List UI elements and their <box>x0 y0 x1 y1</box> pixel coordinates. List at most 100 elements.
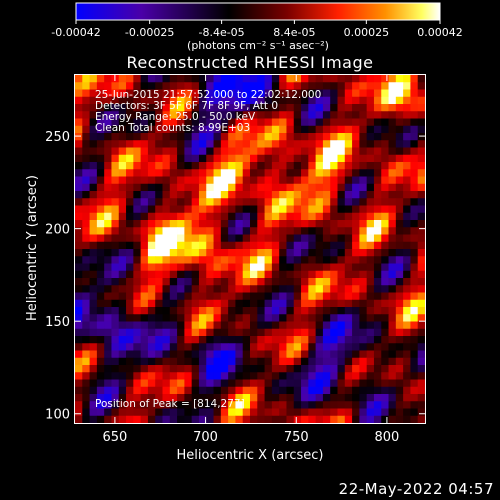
heatmap-cell <box>381 263 389 272</box>
heatmap-cell <box>395 82 404 90</box>
heatmap-cell <box>133 365 142 373</box>
heatmap-cell <box>82 328 90 337</box>
heatmap-cell <box>220 336 229 344</box>
heatmap-cell <box>235 140 244 148</box>
heatmap-cell <box>96 249 105 257</box>
heatmap-cell <box>417 241 426 250</box>
heatmap-cell <box>308 270 317 279</box>
heatmap-cell <box>133 401 142 409</box>
heatmap-cell <box>301 162 309 170</box>
heatmap-cell <box>140 278 149 286</box>
heatmap-cell <box>373 321 382 330</box>
heatmap-cell <box>198 147 207 156</box>
heatmap-cell <box>344 154 353 163</box>
heatmap-cell <box>264 133 273 141</box>
heatmap-cell <box>75 227 83 235</box>
heatmap-cell <box>257 372 265 380</box>
heatmap-cell <box>75 270 83 279</box>
heatmap-cell <box>118 365 127 373</box>
heatmap-cell <box>147 220 156 228</box>
heatmap-cell <box>82 357 90 366</box>
heatmap-cell <box>250 169 258 177</box>
heatmap-cell <box>286 263 295 272</box>
heatmap-cell <box>155 379 163 388</box>
heatmap-cell <box>286 176 295 185</box>
heatmap-cell <box>301 386 309 395</box>
heatmap-cell <box>104 169 112 177</box>
heatmap-cell <box>257 154 265 163</box>
heatmap-cell <box>89 256 98 264</box>
heatmap-cell <box>133 372 142 380</box>
heatmap-cell <box>140 241 149 250</box>
heatmap-cell <box>104 285 112 293</box>
heatmap-cell <box>133 162 142 170</box>
heatmap-cell <box>359 191 368 199</box>
heatmap-cell <box>140 256 149 264</box>
heatmap-cell <box>213 270 222 279</box>
heatmap-cell <box>381 198 389 206</box>
heatmap-cell <box>293 314 302 322</box>
heatmap-cell <box>177 343 185 351</box>
heatmap-cell <box>118 292 127 301</box>
heatmap-cell <box>264 183 273 192</box>
heatmap-cell <box>322 241 331 250</box>
heatmap-cell <box>155 191 163 199</box>
heatmap-cell <box>373 147 382 156</box>
heatmap-cell <box>344 357 353 366</box>
heatmap-cell <box>279 169 287 177</box>
heatmap-cell <box>359 292 368 301</box>
heatmap-cell <box>301 212 309 221</box>
heatmap-cell <box>118 343 127 351</box>
heatmap-cell <box>337 292 346 301</box>
heatmap-cell <box>271 386 280 395</box>
heatmap-cell <box>257 278 265 286</box>
heatmap-cell <box>359 183 368 192</box>
heatmap-cell <box>126 220 134 228</box>
heatmap-cell <box>126 270 134 279</box>
heatmap-cell <box>264 198 273 206</box>
heatmap-cell <box>177 140 185 148</box>
heatmap <box>75 75 426 424</box>
heatmap-cell <box>242 408 251 417</box>
heatmap-cell <box>352 140 360 148</box>
heatmap-cell <box>126 241 134 250</box>
heatmap-cell <box>352 75 360 83</box>
heatmap-cell <box>96 220 105 228</box>
heatmap-cell <box>344 249 353 257</box>
heatmap-cell <box>381 75 389 83</box>
heatmap-cell <box>147 278 156 286</box>
heatmap-cell <box>315 379 324 388</box>
heatmap-cell <box>410 234 419 243</box>
heatmap-cell <box>417 220 426 228</box>
heatmap-cell <box>147 205 156 214</box>
heatmap-cell <box>118 256 127 264</box>
heatmap-cell <box>395 169 404 177</box>
heatmap-cell <box>344 227 353 235</box>
heatmap-cell <box>410 154 419 163</box>
heatmap-cell <box>177 328 185 337</box>
heatmap-cell <box>271 314 280 322</box>
heatmap-cell <box>359 249 368 257</box>
heatmap-cell <box>330 96 338 105</box>
heatmap-cell <box>82 270 90 279</box>
heatmap-cell <box>301 379 309 388</box>
heatmap-cell <box>301 394 309 402</box>
heatmap-cell <box>118 270 127 279</box>
heatmap-cell <box>89 299 98 308</box>
heatmap-cell <box>206 307 214 315</box>
heatmap-cell <box>169 372 178 380</box>
heatmap-cell <box>264 220 273 228</box>
heatmap-cell <box>381 241 389 250</box>
heatmap-cell <box>286 241 295 250</box>
heatmap-cell <box>330 118 338 127</box>
heatmap-cell <box>104 256 112 264</box>
colorbar-tick-label: -0.00042 <box>51 26 100 39</box>
heatmap-cell <box>89 379 98 388</box>
heatmap-cell <box>235 263 244 272</box>
heatmap-cell <box>191 140 200 148</box>
heatmap-cell <box>242 176 251 185</box>
heatmap-cell <box>118 75 127 83</box>
heatmap-cell <box>388 234 397 243</box>
heatmap-cell <box>264 118 273 127</box>
heatmap-cell <box>330 75 338 83</box>
